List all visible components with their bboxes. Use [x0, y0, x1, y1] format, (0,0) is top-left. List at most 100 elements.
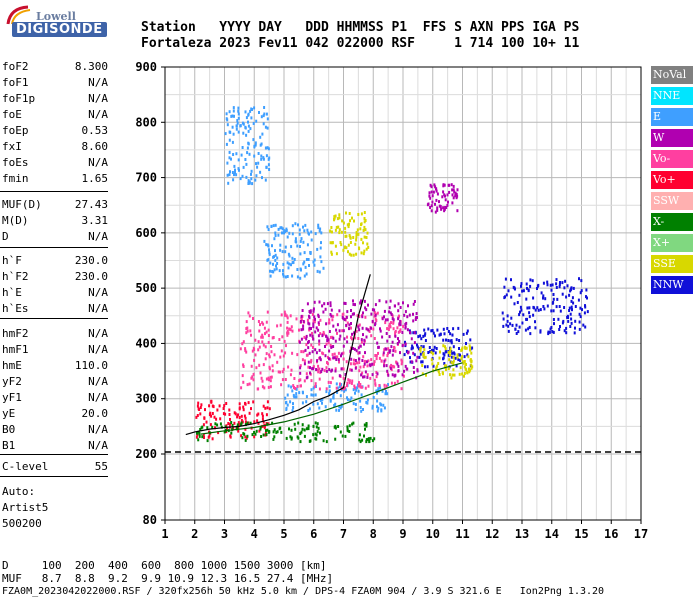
echo-point-vo — [310, 360, 312, 364]
param-value: 3.31 — [81, 214, 109, 227]
echo-point-nnw — [411, 346, 414, 350]
echo-point-vo — [325, 366, 328, 370]
echo-point-sse — [452, 359, 455, 363]
echo-point-sse — [355, 235, 358, 239]
echo-point-e — [233, 114, 235, 118]
x-tick-label: 5 — [280, 527, 287, 541]
echo-point-e — [377, 387, 380, 391]
echo-point-vo — [229, 434, 232, 438]
echo-point-e — [355, 388, 358, 392]
echo-point-w — [325, 369, 328, 373]
x-tick-label: 7 — [340, 527, 347, 541]
echo-point-x — [199, 428, 202, 431]
echo-point-nnw — [417, 335, 420, 339]
echo-point-vo — [253, 348, 256, 351]
param-name: B1 — [2, 439, 16, 452]
echo-point-e — [357, 389, 360, 393]
echo-point-vo — [298, 379, 301, 383]
echo-point-sse — [442, 344, 445, 348]
echo-point-nnw — [539, 330, 542, 334]
echo-point-x — [240, 421, 243, 425]
echo-point-x — [266, 422, 269, 426]
echo-point-x — [216, 423, 219, 427]
echo-point-w — [367, 328, 370, 332]
echo-point-vo — [348, 379, 351, 383]
echo-point-w — [442, 190, 445, 194]
echo-point-e — [239, 177, 242, 181]
echo-point-w — [310, 327, 312, 330]
echo-point-vo — [261, 385, 264, 389]
echo-point-w — [378, 299, 381, 303]
echo-point-vo — [211, 437, 214, 441]
echo-point-w — [388, 335, 391, 339]
param-name: M(D) — [2, 214, 29, 227]
echo-point-e — [272, 270, 275, 274]
echo-point-nnw — [463, 355, 466, 359]
echo-point-sse — [338, 213, 341, 217]
echo-point-vo — [322, 352, 325, 356]
echo-point-vo — [241, 342, 244, 346]
echo-point-e — [245, 162, 248, 166]
echo-point-sse — [444, 345, 446, 349]
echo-point-x — [279, 426, 282, 430]
echo-point-w — [435, 189, 438, 193]
echo-point-vo — [245, 350, 248, 354]
echo-point-vo — [305, 372, 308, 376]
echo-point-sse — [363, 225, 366, 229]
echo-point-nnw — [431, 348, 433, 352]
echo-point-e — [237, 112, 240, 116]
echo-point-x — [314, 432, 317, 436]
echo-point-e — [241, 146, 244, 149]
echo-point-vo — [264, 332, 266, 336]
echo-point-e — [308, 232, 310, 236]
echo-point-sse — [452, 368, 455, 372]
echo-point-vo — [310, 379, 313, 383]
echo-point-vo — [271, 364, 274, 368]
echo-point-e — [319, 399, 322, 402]
echo-point-x — [348, 430, 351, 433]
echo-point-e — [233, 173, 235, 177]
echo-point-e — [261, 176, 263, 180]
echo-point-w — [373, 308, 376, 312]
echo-point-e — [277, 227, 280, 231]
echo-point-e — [284, 245, 287, 249]
echo-point-e — [229, 130, 232, 134]
param-name: fxI — [2, 140, 22, 153]
echo-point-vo — [346, 381, 349, 385]
echo-point-w — [392, 318, 395, 322]
echo-point-w — [348, 327, 350, 331]
echo-point-vo — [273, 353, 276, 357]
echo-point-vo — [266, 400, 269, 404]
echo-point-vo — [358, 369, 361, 373]
echo-point-e — [241, 174, 244, 178]
echo-point-e — [319, 255, 322, 259]
echo-point-w — [397, 317, 400, 321]
echo-point-vo — [299, 378, 302, 382]
echo-point-vo — [378, 356, 381, 360]
echo-point-vo — [257, 340, 260, 344]
echo-point-vo — [318, 387, 321, 391]
echo-point-vo — [327, 321, 330, 325]
echo-point-e — [284, 275, 287, 279]
x-tick-label: 10 — [426, 527, 440, 541]
echo-point-sse — [342, 221, 345, 225]
echo-point-vo — [364, 315, 367, 319]
echo-point-sse — [463, 365, 466, 369]
echo-point-w — [403, 313, 406, 317]
echo-point-e — [310, 388, 313, 392]
echo-point-e — [352, 402, 355, 406]
echo-point-e — [335, 382, 338, 386]
echo-point-x — [339, 430, 342, 434]
echo-point-nnw — [542, 294, 545, 298]
echo-point-nnw — [555, 305, 558, 309]
echo-point-e — [262, 156, 265, 160]
echo-point-sse — [330, 250, 333, 254]
echo-point-vo — [384, 321, 387, 325]
echo-point-vo — [196, 404, 199, 408]
echo-point-e — [298, 391, 301, 395]
echo-point-w — [300, 328, 303, 332]
echo-point-w — [389, 366, 392, 370]
echo-point-vo — [252, 317, 254, 320]
echo-point-nnw — [559, 309, 562, 313]
